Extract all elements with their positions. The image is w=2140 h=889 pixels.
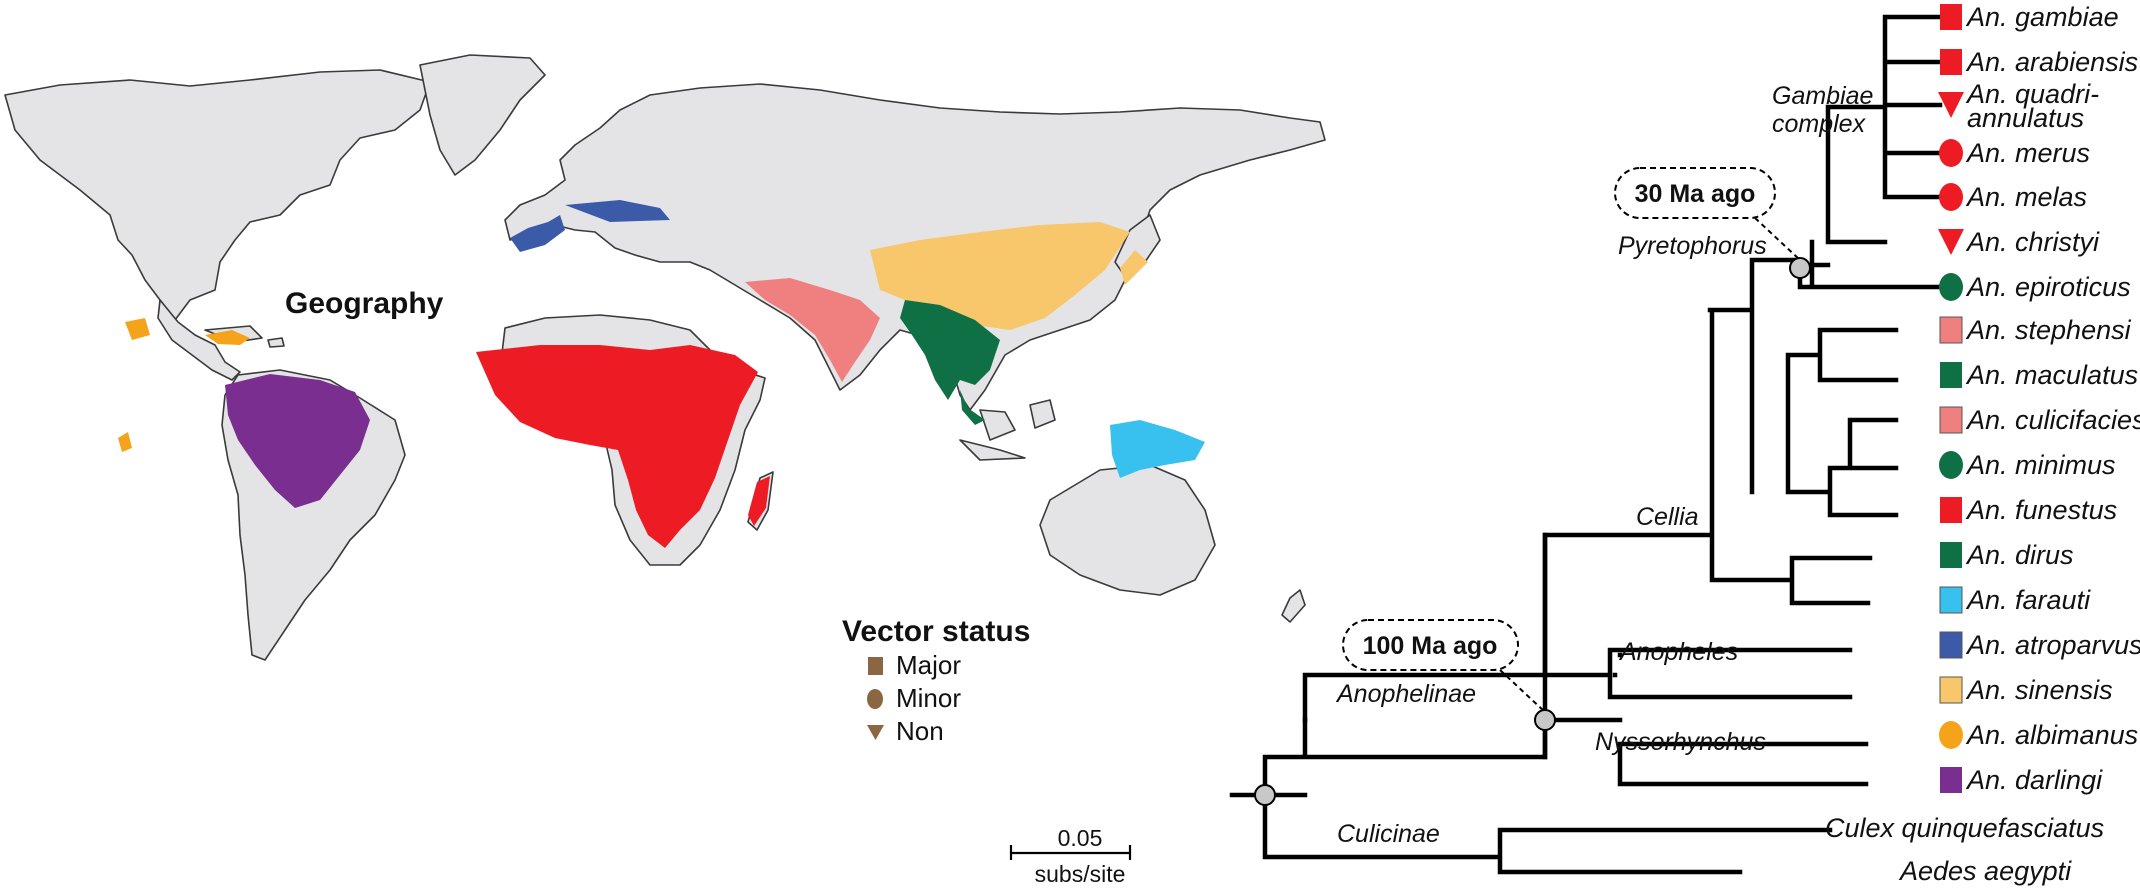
species-marker — [1939, 316, 1963, 344]
legend-label-minor: Minor — [896, 683, 961, 713]
species-label: An. arabiensis — [1965, 47, 2138, 77]
vector-status-legend: Vector status Major Minor Non — [842, 615, 1030, 746]
species-label: An. albimanus — [1965, 720, 2138, 750]
species-label: An. maculatus — [1965, 360, 2138, 390]
age-callout-100 — [1342, 619, 1519, 671]
clade-label-culicinae: Culicinae — [1337, 820, 1440, 848]
clade-label-pyretophorus: Pyretophorus — [1618, 232, 1767, 260]
maritime-southeast-asia — [959, 399, 1056, 461]
species-marker — [1939, 183, 1963, 211]
species-marker — [1939, 406, 1963, 434]
legend-title: Vector status — [842, 615, 1030, 648]
node-anophelinae — [1534, 709, 1556, 731]
outgroup-label-aedes: Aedes aegypti — [1898, 856, 2072, 886]
species-label: An. quadri- — [1965, 79, 2099, 109]
map-title: Geography — [285, 287, 444, 320]
age-callout-30 — [1614, 167, 1776, 219]
age-label-100: 100 Ma ago — [1363, 632, 1498, 660]
species-marker — [1939, 273, 1963, 301]
species-label: An. minimus — [1965, 450, 2116, 480]
world-map — [4, 54, 1326, 661]
scale-bar: 0.05 subs/site — [1009, 825, 1132, 887]
species-label: An. atroparvus — [1965, 630, 2140, 660]
clade-label-anopheles: Anopheles — [1618, 638, 1738, 666]
species-label-continuation: annulatus — [1967, 103, 2084, 133]
species-label: An. farauti — [1965, 585, 2091, 615]
species-marker — [1938, 92, 1964, 118]
outgroup-label-culex: Culex quinquefasciatus — [1825, 813, 2104, 843]
species-marker — [1940, 362, 1962, 388]
species-marker — [1939, 139, 1963, 167]
region-sinensis — [870, 222, 1148, 330]
region-africa-red — [476, 345, 758, 548]
species-label: An. culicifacies — [1965, 405, 2140, 435]
legend-label-major: Major — [896, 650, 961, 680]
species-label: An. dirus — [1965, 540, 2074, 570]
clade-label-anophelinae: Anophelinae — [1335, 680, 1476, 708]
clade-label-gambiae-line2: complex — [1772, 110, 1867, 138]
species-marker — [1940, 497, 1962, 523]
species-marker — [1940, 49, 1962, 75]
species-label: An. epiroticus — [1965, 272, 2131, 302]
species-label: An. darlingi — [1965, 765, 2103, 795]
scale-bar-value: 0.05 — [1058, 825, 1103, 851]
legend-circle-marker — [867, 689, 883, 709]
clade-label-cellia: Cellia — [1636, 503, 1699, 531]
region-stephensi — [745, 278, 880, 382]
species-marker — [1939, 451, 1963, 479]
species-marker — [1939, 721, 1963, 749]
greenland — [419, 54, 546, 176]
clade-label-nyssorhynchus: Nyssorhynchus — [1595, 728, 1766, 756]
species-label: An. funestus — [1965, 495, 2117, 525]
species-label: An. melas — [1965, 182, 2087, 212]
species-label: An. stephensi — [1965, 315, 2132, 345]
north-america — [4, 69, 431, 321]
new-zealand — [1281, 589, 1306, 623]
species-label: An. christyi — [1965, 227, 2100, 257]
phylogenetic-tree: 30 Ma ago 100 Ma ago Gambiae complex Pyr… — [1229, 2, 2140, 886]
australia — [1039, 464, 1216, 596]
legend-label-non: Non — [896, 716, 944, 746]
scale-bar-unit: subs/site — [1035, 861, 1126, 887]
species-label: An. merus — [1965, 138, 2090, 168]
age-label-30: 30 Ma ago — [1635, 180, 1756, 208]
species-marker — [1939, 586, 1963, 614]
legend-square-marker — [868, 657, 883, 675]
legend-triangle-marker — [867, 725, 884, 740]
species-marker — [1938, 229, 1964, 255]
node-pyretophorus — [1789, 257, 1811, 279]
species-marker — [1940, 767, 1962, 793]
region-madagascar-red — [748, 476, 770, 526]
region-darlingi — [225, 374, 370, 508]
species-label: An. sinensis — [1965, 675, 2113, 705]
clade-label-gambiae-line1: Gambiae — [1772, 82, 1873, 110]
region-southeast-asia-green — [900, 300, 1000, 425]
species-marker — [1940, 4, 1962, 30]
species-marker — [1939, 676, 1963, 704]
node-root — [1254, 784, 1276, 806]
region-albimanus — [118, 318, 250, 452]
species-marker — [1940, 542, 1962, 568]
species-label: An. gambiae — [1965, 2, 2119, 32]
region-farauti — [1110, 420, 1205, 478]
central-america — [157, 299, 241, 381]
region-atroparvus — [510, 200, 670, 252]
species-marker — [1939, 631, 1963, 659]
